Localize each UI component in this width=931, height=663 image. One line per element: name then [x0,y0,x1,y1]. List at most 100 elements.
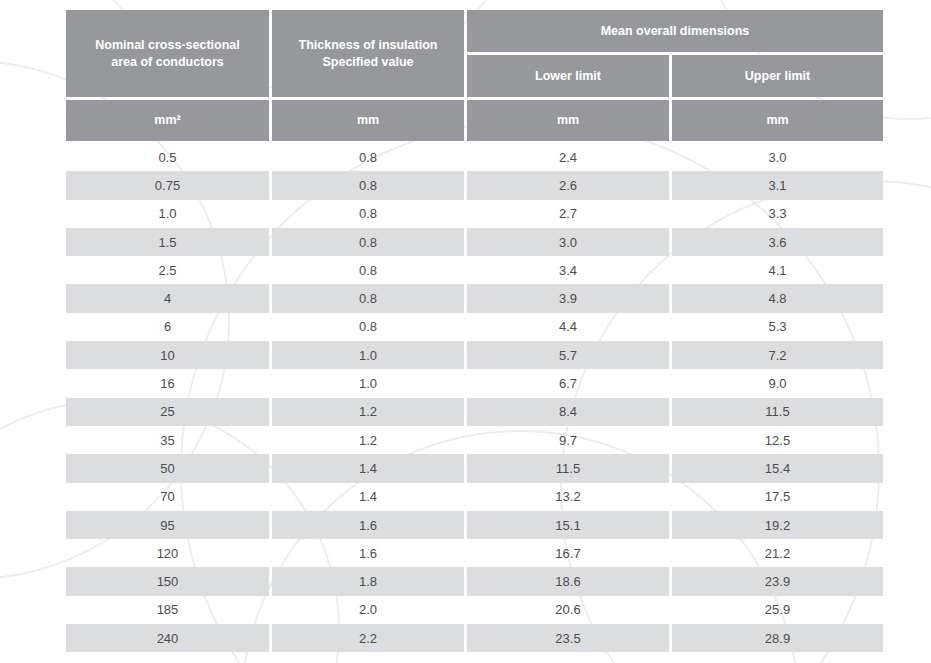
insulation-dimensions-table: Nominal cross-sectional area of conducto… [66,10,883,652]
table-row: 501.411.515.4 [66,454,883,482]
cell-upper: 23.9 [672,567,883,595]
cell-upper: 17.5 [672,483,883,511]
cell-thickness: 1.4 [272,483,464,511]
cell-upper: 19.2 [672,511,883,539]
cell-thickness: 1.2 [272,398,464,426]
cell-upper: 5.3 [672,313,883,341]
cell-upper: 28.9 [672,624,883,652]
cell-upper: 7.2 [672,341,883,369]
cell-thickness: 0.8 [272,228,464,256]
cell-lower: 2.6 [467,171,669,199]
cell-lower: 13.2 [467,483,669,511]
cell-area: 70 [66,483,269,511]
header-lower-limit: Lower limit [467,55,669,97]
table-row: 1.00.82.73.3 [66,200,883,228]
cell-lower: 18.6 [467,567,669,595]
cell-lower: 3.4 [467,256,669,284]
unit-mm2: mm² [66,100,269,141]
cell-upper: 4.1 [672,256,883,284]
cell-area: 50 [66,454,269,482]
table-row: 40.83.94.8 [66,284,883,312]
cell-thickness: 0.8 [272,200,464,228]
table-row: 2402.223.528.9 [66,624,883,652]
cell-thickness: 1.6 [272,511,464,539]
cell-thickness: 1.0 [272,369,464,397]
cell-thickness: 1.2 [272,426,464,454]
table-row: 2.50.83.44.1 [66,256,883,284]
table-row: 351.29.712.5 [66,426,883,454]
table-row: 101.05.77.2 [66,341,883,369]
cell-upper: 3.3 [672,200,883,228]
cell-lower: 3.0 [467,228,669,256]
cell-area: 95 [66,511,269,539]
cell-upper: 9.0 [672,369,883,397]
cell-thickness: 1.8 [272,567,464,595]
cell-thickness: 0.8 [272,284,464,312]
table-row: 1.50.83.03.6 [66,228,883,256]
cell-upper: 3.6 [672,228,883,256]
cell-lower: 20.6 [467,596,669,624]
cell-lower: 23.5 [467,624,669,652]
cell-thickness: 2.0 [272,596,464,624]
header-nominal-area: Nominal cross-sectional area of conducto… [66,10,269,97]
page: Nominal cross-sectional area of conducto… [0,0,931,663]
cell-area: 150 [66,567,269,595]
unit-mm-upper: mm [672,100,883,141]
cell-area: 0.5 [66,143,269,171]
cell-lower: 8.4 [467,398,669,426]
cell-thickness: 0.8 [272,143,464,171]
cell-lower: 15.1 [467,511,669,539]
cell-area: 35 [66,426,269,454]
cell-area: 2.5 [66,256,269,284]
cell-thickness: 2.2 [272,624,464,652]
cell-area: 185 [66,596,269,624]
cell-area: 16 [66,369,269,397]
cell-area: 25 [66,398,269,426]
header-insulation-thickness: Thickness of insulation Specified value [272,10,464,97]
cell-lower: 9.7 [467,426,669,454]
cell-lower: 2.7 [467,200,669,228]
header-mean-overall-dimensions: Mean overall dimensions [467,10,883,52]
unit-mm-thickness: mm [272,100,464,141]
table-row: 701.413.217.5 [66,483,883,511]
cell-lower: 4.4 [467,313,669,341]
cell-thickness: 1.0 [272,341,464,369]
cell-lower: 16.7 [467,539,669,567]
cell-thickness: 1.4 [272,454,464,482]
cell-area: 120 [66,539,269,567]
table-row: 951.615.119.2 [66,511,883,539]
table-row: 60.84.45.3 [66,313,883,341]
table-row: 1501.818.623.9 [66,567,883,595]
cell-area: 6 [66,313,269,341]
cell-area: 240 [66,624,269,652]
cell-lower: 3.9 [467,284,669,312]
cell-thickness: 0.8 [272,256,464,284]
cell-upper: 11.5 [672,398,883,426]
cell-upper: 3.0 [672,143,883,171]
cell-area: 1.0 [66,200,269,228]
table-body: 0.50.82.43.00.750.82.63.11.00.82.73.31.5… [66,143,883,652]
cell-lower: 6.7 [467,369,669,397]
header-upper-limit: Upper limit [672,55,883,97]
cell-upper: 21.2 [672,539,883,567]
cell-area: 1.5 [66,228,269,256]
cell-lower: 11.5 [467,454,669,482]
table-header: Nominal cross-sectional area of conducto… [66,10,883,141]
cell-upper: 12.5 [672,426,883,454]
table-row: 251.28.411.5 [66,398,883,426]
unit-mm-lower: mm [467,100,669,141]
cell-lower: 5.7 [467,341,669,369]
cell-area: 0.75 [66,171,269,199]
cell-upper: 15.4 [672,454,883,482]
cell-thickness: 0.8 [272,313,464,341]
table-row: 0.50.82.43.0 [66,143,883,171]
table-row: 1201.616.721.2 [66,539,883,567]
cell-upper: 3.1 [672,171,883,199]
cell-upper: 4.8 [672,284,883,312]
cell-thickness: 1.6 [272,539,464,567]
cell-thickness: 0.8 [272,171,464,199]
cell-area: 10 [66,341,269,369]
table-row: 0.750.82.63.1 [66,171,883,199]
table-row: 161.06.79.0 [66,369,883,397]
cell-lower: 2.4 [467,143,669,171]
